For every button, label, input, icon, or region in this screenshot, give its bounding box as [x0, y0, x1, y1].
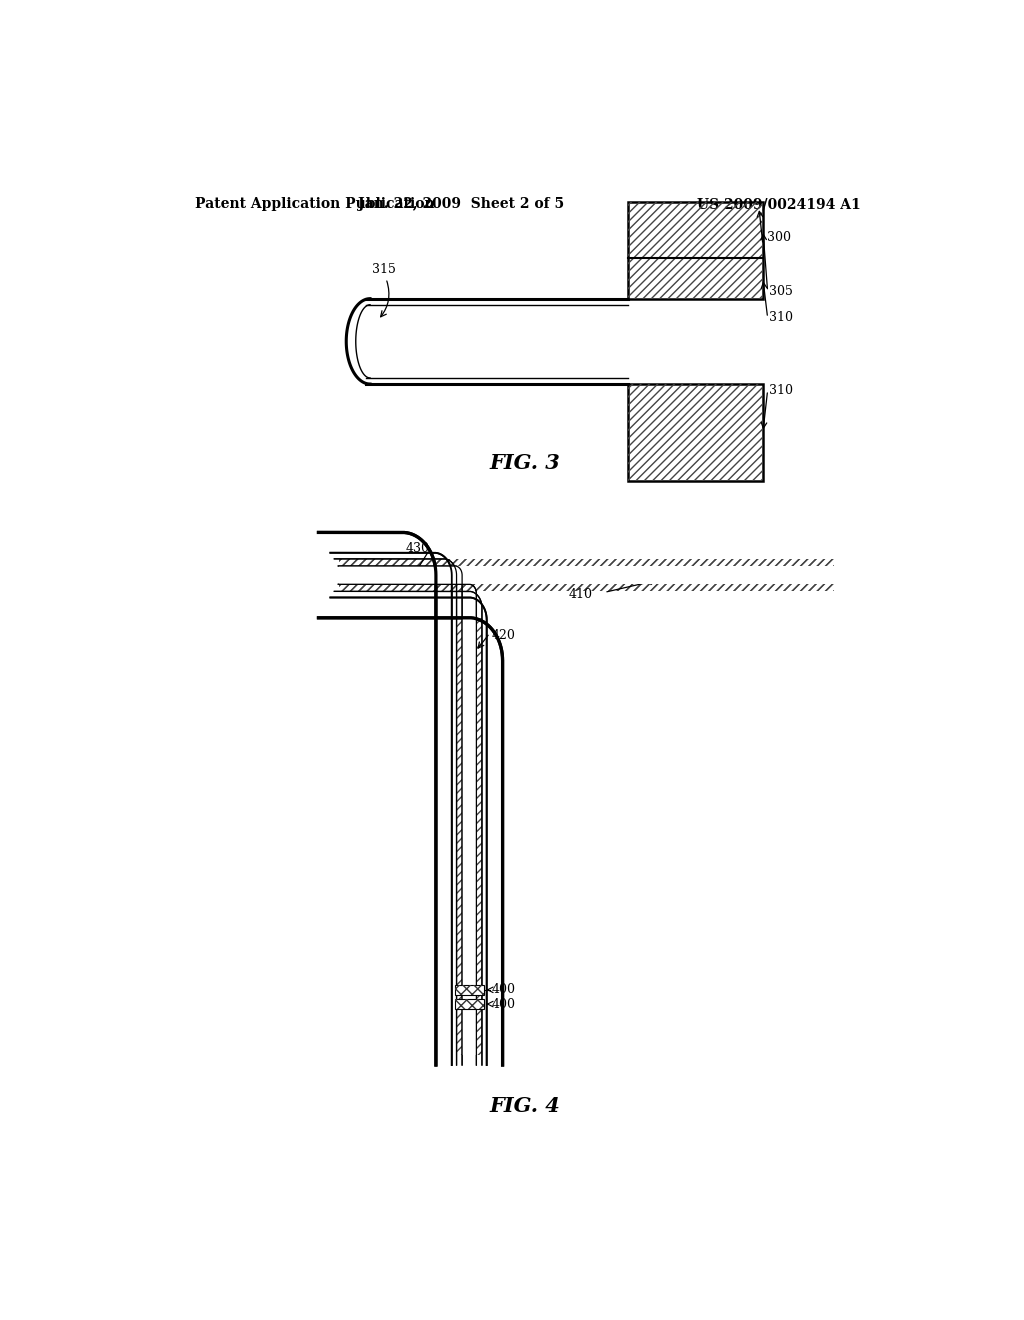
Bar — [455, 985, 483, 995]
Text: 305: 305 — [769, 285, 794, 298]
Text: 315: 315 — [373, 263, 396, 276]
Text: 410: 410 — [568, 587, 593, 601]
Bar — [628, 384, 763, 480]
Bar — [462, 618, 476, 1055]
Bar — [628, 384, 763, 480]
Text: Patent Application Publication: Patent Application Publication — [196, 197, 435, 211]
Bar — [628, 202, 763, 298]
Text: FIG. 4: FIG. 4 — [489, 1096, 560, 1115]
Bar — [455, 999, 483, 1008]
Bar — [455, 999, 483, 1008]
Text: 400: 400 — [492, 983, 515, 997]
Text: 310: 310 — [769, 384, 794, 396]
Bar — [339, 566, 835, 585]
Text: 430: 430 — [406, 543, 430, 556]
Text: FIG. 3: FIG. 3 — [489, 453, 560, 474]
Text: 400: 400 — [492, 998, 515, 1011]
Text: US 2009/0024194 A1: US 2009/0024194 A1 — [697, 197, 860, 211]
Bar — [455, 985, 483, 995]
Text: 300: 300 — [767, 231, 791, 244]
Text: 310: 310 — [769, 312, 794, 325]
Text: 420: 420 — [492, 628, 515, 642]
Text: Jan. 22, 2009  Sheet 2 of 5: Jan. 22, 2009 Sheet 2 of 5 — [358, 197, 564, 211]
Bar — [628, 202, 763, 298]
